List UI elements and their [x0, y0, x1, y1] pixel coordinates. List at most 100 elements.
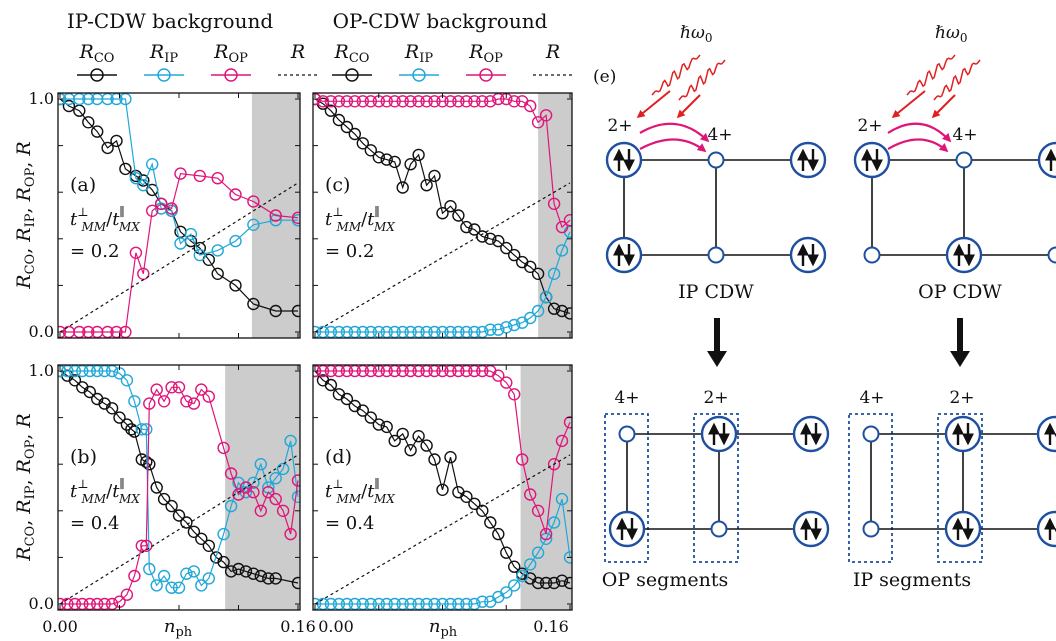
charge-label-four-plus: 4+ — [707, 125, 732, 145]
point-R_CO — [420, 178, 433, 192]
point-R_CO — [143, 458, 156, 471]
point-R_OP — [224, 467, 238, 480]
ip-segments-scheme: 4+ 2+ IP segments — [848, 388, 1056, 591]
point-R_OP — [531, 116, 545, 129]
op-segments-scheme: 4+ 2+ OP segments — [602, 388, 830, 591]
series-line-R — [314, 454, 571, 605]
double-occupied-site — [608, 510, 646, 548]
panel-a: 0.0 1.0 (a) t⊥ MM/t∥ MX = 0.2 — [29, 89, 301, 341]
point-R_CO — [90, 125, 104, 138]
point-R_IP — [150, 579, 163, 592]
x-tick-right-1: 0.16 — [533, 617, 569, 636]
legend-label-co: RCO — [79, 41, 115, 66]
op-cdw-scheme: ℏω0 2+ 4+ OP CDW — [853, 23, 1056, 367]
point-R_IP — [484, 323, 497, 336]
point-R_CO — [364, 144, 377, 157]
diagram-e: (e) ℏω0 2+ 4+ IP CDW 4+ 2+ OP segments ℏω0 2+ 4+ O… — [593, 23, 1056, 591]
point-R_OP — [217, 441, 230, 455]
point-R_OP — [555, 220, 569, 234]
point-R_IP — [165, 581, 178, 594]
point-R_OP — [531, 504, 545, 517]
x-tick-left-0: 0.00 — [42, 617, 78, 636]
double-occupied-site — [605, 236, 643, 274]
photon-arrow — [676, 94, 701, 119]
point-R_CO — [291, 576, 300, 590]
point-R_OP — [172, 381, 186, 394]
point-R_CO — [555, 574, 569, 587]
point-R_OP — [508, 95, 521, 108]
point-R_IP — [508, 579, 521, 592]
point-R_OP — [404, 95, 417, 108]
point-R_OP — [444, 95, 457, 108]
point-R_CO — [180, 516, 193, 529]
point-R_IP — [516, 569, 529, 583]
point-R_IP — [254, 458, 267, 471]
point-R_IP — [547, 516, 561, 529]
point-R_CO — [172, 509, 186, 522]
point-R_IP — [193, 248, 207, 262]
series-line-R_OP — [60, 172, 299, 333]
y-axis-label-bottom: RCO, RIP, ROP, R — [13, 413, 38, 561]
point-R_CO — [547, 302, 561, 315]
point-R_CO — [202, 539, 216, 552]
series-line-R — [59, 454, 299, 605]
photon-wave — [678, 59, 726, 101]
y-axis-label-top: RCO, RIP, ROP, R — [13, 141, 38, 289]
point-R_CO — [372, 151, 385, 164]
point-R_OP — [284, 527, 297, 541]
point-R_OP — [468, 95, 481, 108]
point-R_OP — [492, 369, 505, 382]
double-occupied-site — [789, 236, 827, 274]
point-R_CO — [120, 418, 134, 431]
point-R_IP — [137, 178, 150, 192]
point-R_IP — [202, 572, 216, 585]
point-R_CO — [247, 567, 260, 580]
point-R_IP — [224, 499, 238, 513]
point-R_IP — [291, 490, 300, 503]
hopping-value: = 0.4 — [325, 513, 374, 534]
point-R_OP — [460, 95, 473, 108]
point-R_OP — [555, 434, 569, 448]
point-R_OP — [547, 458, 561, 471]
point-R_OP — [412, 95, 425, 108]
point-R_IP — [524, 311, 537, 325]
point-R_OP — [316, 95, 330, 108]
point-R_CO — [524, 260, 537, 273]
point-R_OP — [247, 486, 260, 499]
double-occupied-site — [605, 141, 643, 179]
legend-label-op: ROP — [468, 41, 503, 66]
legend-right: RCO RIP ROP R — [332, 41, 573, 82]
point-R_CO — [217, 555, 230, 569]
point-R_IP — [140, 423, 153, 436]
point-R_OP — [135, 539, 149, 552]
point-R_IP — [508, 318, 521, 332]
empty-site — [618, 425, 636, 443]
hopping-ratio: t⊥ MM/t∥ MX — [70, 205, 140, 234]
double-occupied-site — [944, 415, 982, 453]
point-R_OP — [524, 99, 537, 113]
point-R_CO — [404, 157, 417, 171]
point-R_OP — [180, 395, 193, 408]
point-R_CO — [229, 279, 242, 292]
point-R_CO — [269, 572, 282, 585]
point-R_CO — [476, 504, 489, 517]
hop-arrow — [887, 138, 949, 153]
point-R_IP — [539, 290, 553, 304]
point-R_OP — [340, 95, 354, 108]
point-R_CO — [324, 104, 338, 117]
point-R_CO — [128, 425, 141, 438]
point-R_CO — [460, 220, 473, 234]
column-title-ip: IP-CDW background — [67, 9, 273, 33]
point-R_CO — [224, 565, 238, 578]
point-R_OP — [539, 109, 553, 122]
panel-d: (d) t⊥ MM/t∥ MX = 0.4 — [312, 364, 573, 611]
point-R_OP — [516, 453, 529, 466]
point-R_OP — [247, 195, 260, 208]
photon-wave — [933, 59, 981, 101]
point-R_IP — [120, 374, 134, 387]
empty-site — [955, 151, 973, 169]
point-R_CO — [460, 490, 473, 503]
point-R_IP — [524, 558, 537, 571]
point-R_CO — [110, 134, 123, 148]
